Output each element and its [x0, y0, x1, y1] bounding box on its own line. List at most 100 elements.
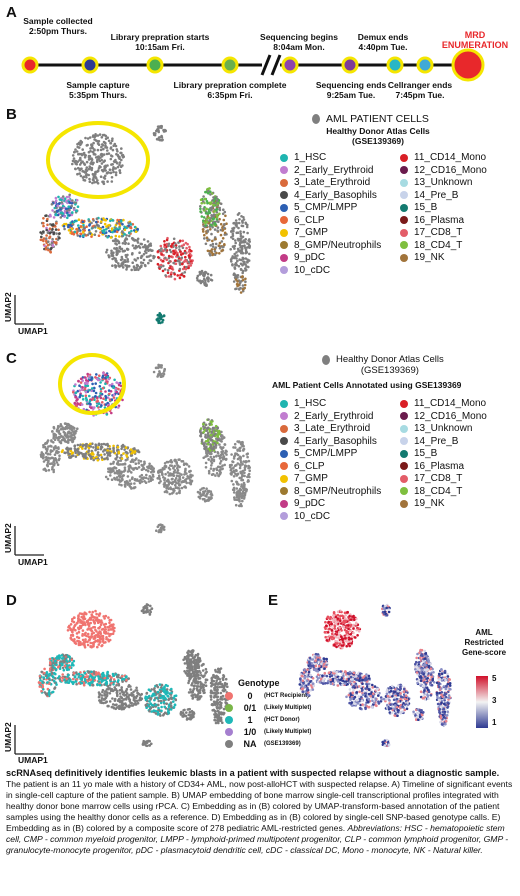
- cell-point: [126, 248, 129, 251]
- genotype-note: (Likely Multiplet): [264, 729, 312, 735]
- legend-item: 11_CD14_Mono: [400, 398, 520, 410]
- cell-point: [90, 387, 94, 390]
- cell-point: [174, 262, 178, 266]
- cell-point: [48, 682, 51, 685]
- cell-point: [153, 255, 156, 258]
- cell-point: [184, 714, 188, 718]
- cell-point: [47, 677, 51, 681]
- cell-point: [241, 474, 244, 477]
- cell-point: [66, 440, 70, 444]
- cell-point: [242, 230, 246, 234]
- cell-point: [114, 171, 118, 174]
- cell-point: [129, 688, 133, 691]
- cell-point: [239, 446, 242, 450]
- cell-point: [51, 430, 54, 433]
- cell-point: [111, 219, 115, 222]
- cell-point: [233, 464, 237, 467]
- panel-c-ylabel: UMAP2: [3, 523, 13, 553]
- cell-point: [232, 280, 236, 283]
- cell-point: [69, 678, 72, 682]
- cell-point: [202, 195, 205, 198]
- cell-point: [215, 209, 218, 212]
- cell-point: [53, 671, 56, 675]
- cell-point: [200, 215, 204, 218]
- cell-point: [229, 469, 233, 472]
- cell-point: [206, 230, 209, 233]
- cell-point: [94, 172, 97, 175]
- cell-point: [103, 698, 107, 701]
- cell-point: [224, 449, 228, 453]
- cell-point: [125, 268, 128, 271]
- cell-point: [81, 160, 84, 163]
- cell-point: [145, 468, 148, 472]
- cell-point: [202, 491, 206, 495]
- cell-point: [48, 657, 52, 661]
- cell-point: [118, 161, 122, 164]
- legend-item: 8_GMP/Neutrophils: [280, 240, 400, 252]
- cell-point: [73, 201, 76, 204]
- cell-point: [86, 632, 90, 636]
- cell-point: [107, 467, 110, 470]
- cell-point: [54, 445, 57, 448]
- cell-point: [246, 242, 249, 245]
- cell-point: [66, 660, 69, 663]
- cell-point: [182, 274, 186, 278]
- cell-point: [105, 688, 109, 691]
- cell-point: [207, 471, 211, 475]
- cell-point: [103, 628, 107, 631]
- cell-point: [92, 219, 95, 222]
- legend-dot-icon: [280, 449, 288, 458]
- legend-dot-icon: [280, 499, 288, 508]
- cell-point: [101, 458, 104, 461]
- cell-point: [222, 455, 226, 458]
- cell-point: [202, 486, 205, 490]
- cell-point: [167, 254, 171, 258]
- cell-point: [71, 199, 74, 202]
- atlas-dot-icon: [322, 355, 330, 365]
- cell-point: [58, 678, 61, 681]
- cell-point: [207, 276, 210, 280]
- cell-point: [241, 499, 244, 503]
- cell-point: [85, 398, 88, 402]
- cell-point: [110, 470, 114, 473]
- cell-point: [119, 695, 122, 698]
- cell-point: [244, 460, 248, 463]
- cell-point: [215, 251, 218, 255]
- legend-dot-icon: [280, 424, 288, 433]
- cell-point: [188, 245, 191, 249]
- cell-point: [80, 676, 84, 679]
- cell-point: [157, 703, 160, 707]
- cell-point: [115, 453, 119, 457]
- cell-point: [217, 721, 220, 725]
- cell-point: [102, 180, 105, 184]
- cell-point: [168, 248, 172, 252]
- cell-point: [51, 223, 54, 227]
- cell-point: [99, 148, 103, 152]
- cell-point: [71, 430, 74, 433]
- legend-dot-icon: [400, 449, 408, 458]
- cell-point: [238, 243, 242, 247]
- cell-point: [187, 649, 190, 653]
- cell-point: [180, 460, 183, 463]
- cell-point: [214, 474, 217, 477]
- timeline-dot-8: [451, 48, 485, 82]
- cell-point: [68, 214, 71, 217]
- cell-point: [247, 472, 251, 476]
- cell-point: [148, 609, 152, 612]
- cell-point: [95, 139, 99, 143]
- cell-point: [334, 630, 338, 633]
- cell-point: [139, 478, 142, 482]
- cell-point: [107, 389, 111, 392]
- cell-point: [90, 166, 94, 170]
- cell-point: [111, 230, 114, 234]
- cell-point: [116, 150, 119, 153]
- cell-point: [196, 669, 199, 673]
- cell-point: [73, 641, 77, 644]
- cell-point: [97, 695, 101, 699]
- cell-point: [198, 273, 202, 276]
- cell-point: [110, 681, 113, 685]
- cell-point: [53, 453, 57, 456]
- cell-point: [228, 465, 232, 469]
- cell-point: [214, 713, 217, 717]
- cell-point: [95, 180, 98, 184]
